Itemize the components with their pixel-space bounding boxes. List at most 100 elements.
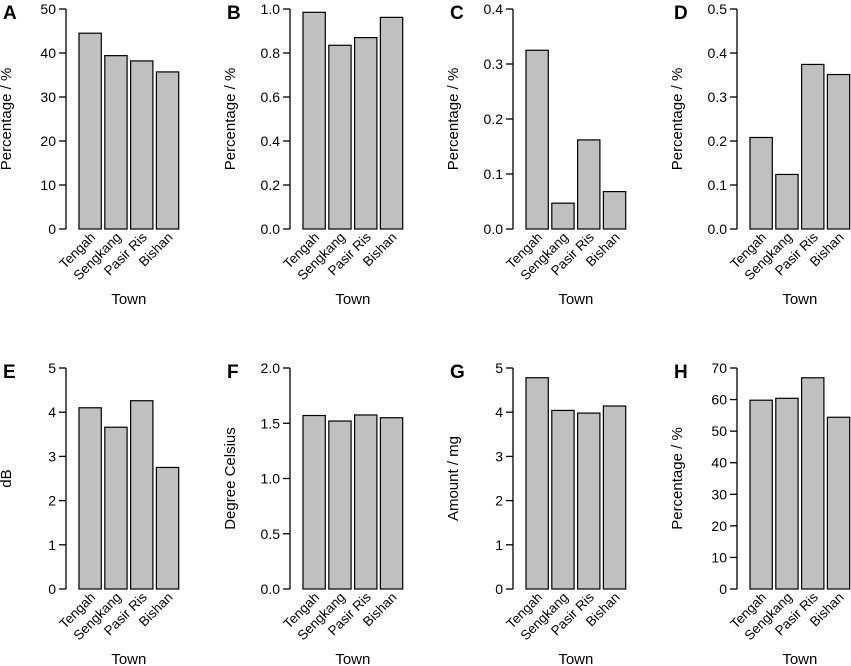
x-axis-title: Town — [558, 651, 593, 666]
y-tick-label: 0 — [495, 581, 503, 597]
y-axis-title: Percentage / % — [669, 427, 686, 530]
x-axis-title: Town — [111, 291, 146, 308]
y-tick-label: 0 — [48, 581, 56, 597]
y-tick-label: 0.0 — [261, 221, 281, 237]
bar-sengkang — [551, 202, 575, 230]
y-tick-label: 0.5 — [261, 526, 281, 542]
y-axis-title: Amount / mg — [445, 436, 462, 521]
bar-tengah — [78, 32, 102, 230]
bar-tengah — [749, 136, 773, 230]
y-tick-label: 5 — [495, 360, 503, 376]
y-tick-label: 60 — [711, 392, 727, 408]
bar-tengah — [525, 49, 549, 230]
panel-letter: C — [450, 3, 464, 24]
bar-bishan — [155, 71, 180, 230]
y-axis-title: Degree Celsius — [222, 427, 239, 530]
bar-sengkang — [104, 426, 128, 590]
bar-sengkang — [328, 420, 352, 590]
y-tick-label: 2.0 — [261, 360, 281, 376]
y-tick-label: 0.1 — [708, 177, 728, 193]
bar-bishan — [602, 191, 627, 230]
y-tick-label: 0.3 — [708, 89, 728, 105]
bar-sengkang — [551, 409, 575, 590]
panel-letter: E — [3, 362, 16, 383]
bar-sengkang — [775, 397, 799, 590]
bar-pasir-ris — [354, 36, 378, 230]
y-tick-label: 10 — [40, 177, 56, 193]
bar-bishan — [826, 73, 851, 230]
bar-pasir-ris — [354, 414, 378, 590]
y-tick-label: 0.4 — [708, 45, 728, 61]
y-tick-label: 10 — [711, 549, 727, 565]
y-tick-label: 0.4 — [261, 133, 281, 149]
y-tick-label: 50 — [711, 423, 727, 439]
y-tick-label: 0.3 — [484, 56, 504, 72]
bar-pasir-ris — [800, 63, 825, 230]
y-tick-label: 0.1 — [484, 166, 504, 182]
x-axis-title: Town — [782, 291, 817, 308]
bar-pasir-ris — [800, 377, 825, 590]
panel-letter: F — [227, 362, 239, 383]
y-axis-title: Percentage / % — [0, 68, 15, 171]
y-tick-label: 40 — [711, 455, 727, 471]
y-tick-label: 0.2 — [708, 133, 728, 149]
y-axis-title: Percentage / % — [222, 68, 239, 171]
bar-pasir-ris — [576, 139, 601, 230]
y-tick-label: 1 — [495, 537, 503, 553]
y-tick-label: 1.5 — [261, 415, 281, 431]
panel-letter: A — [3, 3, 17, 24]
y-tick-label: 4 — [48, 404, 56, 420]
y-tick-label: 70 — [711, 360, 727, 376]
y-tick-label: 4 — [495, 404, 503, 420]
bar-sengkang — [775, 173, 799, 230]
x-axis-title: Town — [558, 291, 593, 308]
x-axis-title: Town — [782, 651, 817, 666]
x-axis-title: Town — [335, 291, 370, 308]
panel-letter: B — [227, 3, 241, 24]
x-axis-title: Town — [335, 651, 370, 666]
bar-sengkang — [328, 44, 352, 230]
y-tick-label: 30 — [40, 89, 56, 105]
panel-letter: H — [674, 362, 688, 383]
y-tick-label: 0.2 — [261, 177, 281, 193]
y-tick-label: 1.0 — [261, 471, 281, 487]
y-tick-label: 0.4 — [484, 1, 504, 17]
y-axis-title: dB — [0, 469, 15, 487]
y-tick-label: 0 — [719, 581, 727, 597]
y-tick-label: 0.0 — [708, 221, 728, 237]
bar-bishan — [155, 466, 180, 590]
bar-pasir-ris — [576, 412, 601, 590]
bar-bishan — [379, 417, 404, 590]
y-tick-label: 5 — [48, 360, 56, 376]
bar-tengah — [525, 377, 549, 590]
bar-tengah — [302, 11, 326, 230]
bar-tengah — [302, 414, 326, 590]
x-axis-title: Town — [111, 651, 146, 666]
y-tick-label: 0.0 — [261, 581, 281, 597]
y-axis-title: Percentage / % — [669, 68, 686, 171]
y-axis-title: Percentage / % — [445, 68, 462, 171]
bar-bishan — [379, 16, 404, 230]
y-tick-label: 0.0 — [484, 221, 504, 237]
y-tick-label: 3 — [495, 448, 503, 464]
y-tick-label: 2 — [48, 493, 56, 509]
y-tick-label: 20 — [40, 133, 56, 149]
y-tick-label: 0 — [48, 221, 56, 237]
bar-pasir-ris — [130, 400, 154, 590]
y-tick-label: 40 — [40, 45, 56, 61]
y-tick-label: 0.6 — [261, 89, 281, 105]
bar-sengkang — [104, 55, 128, 230]
y-tick-label: 0.8 — [261, 45, 281, 61]
y-tick-label: 3 — [48, 448, 56, 464]
panel-letter: D — [674, 3, 688, 24]
bar-tengah — [749, 399, 773, 590]
y-tick-label: 50 — [40, 1, 56, 17]
